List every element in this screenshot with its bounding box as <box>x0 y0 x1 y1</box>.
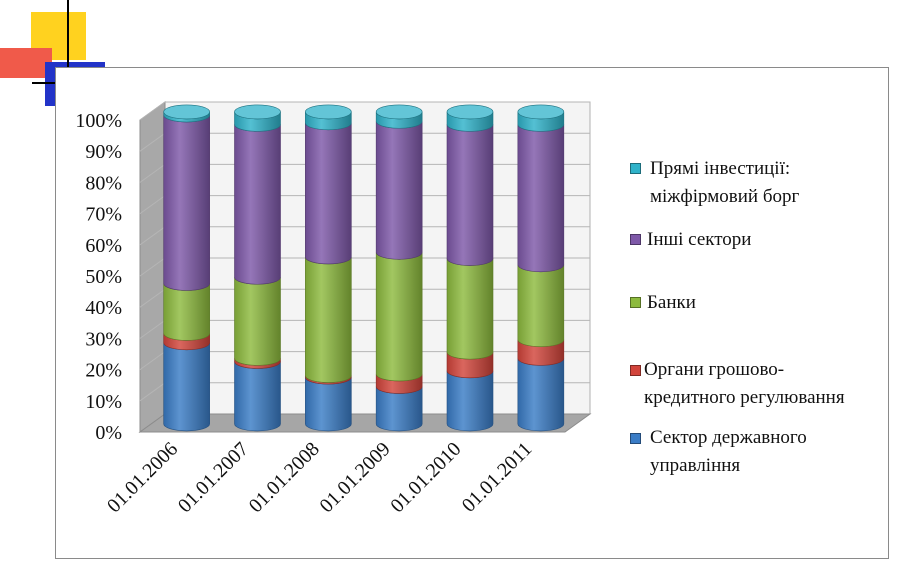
legend-label-line1: Прямі інвестиції: <box>650 158 791 179</box>
y-tick-label: 100% <box>75 110 122 132</box>
legend-item-other-sectors: Інші сектори <box>647 226 751 254</box>
bar-segment <box>234 277 281 366</box>
legend-item-direct-investment: Прямі інвестиції: міжфірмовий борг <box>650 155 799 211</box>
legend-label-line1: Банки <box>647 292 696 313</box>
y-tick-label: 70% <box>85 204 122 226</box>
bar-stack <box>517 104 565 432</box>
x-tick-label: 01.01.2008 <box>245 438 324 517</box>
bar-segment <box>234 124 281 285</box>
bar-top-cap <box>517 104 565 120</box>
legend-swatch-monetary-authorities <box>630 365 641 376</box>
y-tick-label: 60% <box>85 235 122 257</box>
legend-item-banks: Банки <box>647 289 696 317</box>
y-tick-label: 30% <box>85 328 122 350</box>
x-tick-label: 01.01.2011 <box>458 438 537 517</box>
x-tick-label: 01.01.2009 <box>316 438 395 517</box>
bar-segment <box>446 258 494 360</box>
bar-stack <box>446 104 494 432</box>
bar-segment <box>163 342 210 432</box>
bar-segment <box>446 124 494 266</box>
deco-red-square <box>0 48 52 78</box>
y-tick-label: 80% <box>85 172 122 194</box>
bar-stack <box>375 104 423 432</box>
bar-segment <box>517 124 565 273</box>
legend-item-general-government: Сектор державного управління <box>650 424 807 480</box>
legend-label-line2: міжфірмовий борг <box>650 186 800 207</box>
legend-swatch-general-government <box>630 433 641 444</box>
deco-vertical-line <box>67 0 69 108</box>
y-tick-label: 40% <box>85 297 122 319</box>
bar-stack <box>163 104 210 432</box>
x-tick-label: 01.01.2010 <box>386 438 465 517</box>
gridline <box>139 101 590 121</box>
bar-top-cap <box>234 104 281 120</box>
bar-segment <box>375 121 423 260</box>
legend-swatch-other-sectors <box>630 234 641 245</box>
bar-segment <box>517 264 565 347</box>
bars <box>163 104 565 432</box>
y-axis-ticks: 0% 10% 20% 30% 40% 50% 60% 70% 80% 90% 100% <box>75 110 122 444</box>
bar-top-cap <box>305 104 352 120</box>
y-tick-label: 90% <box>85 141 122 163</box>
bar-segment <box>305 122 352 265</box>
x-axis-labels: 01.01.200601.01.200701.01.200801.01.2009… <box>103 438 536 517</box>
bar-segment <box>305 377 352 432</box>
legend-label-line1: Органи грошово- <box>644 359 785 380</box>
legend-item-monetary-authorities: Органи грошово- кредитного регулювання <box>644 356 845 412</box>
legend-label-line2: управління <box>650 455 741 476</box>
bar-segment <box>375 252 423 382</box>
legend-swatch-direct-investment <box>630 163 641 174</box>
legend-label-line1: Інші сектори <box>647 229 752 250</box>
bar-segment <box>517 358 565 432</box>
bar-segment <box>163 114 210 291</box>
y-tick-label: 20% <box>85 360 122 382</box>
legend-label-line2: кредитного регулювання <box>644 387 845 408</box>
x-tick-label: 01.01.2007 <box>174 438 253 517</box>
bar-segment <box>163 283 210 341</box>
bar-segment <box>234 361 281 432</box>
bar-top-cap <box>375 104 423 120</box>
bar-stack <box>305 104 352 432</box>
legend-swatch-banks <box>630 297 641 308</box>
y-tick-label: 0% <box>95 422 122 444</box>
bar-segment <box>446 370 494 432</box>
y-tick-label: 50% <box>85 266 122 288</box>
bar-top-cap <box>163 104 210 120</box>
y-tick-label: 10% <box>85 391 122 413</box>
x-tick-label: 01.01.2006 <box>103 438 182 517</box>
bar-segment <box>305 256 352 383</box>
bar-top-cap <box>446 104 494 120</box>
legend-label-line1: Сектор державного <box>650 427 807 448</box>
bar-stack <box>234 104 281 432</box>
